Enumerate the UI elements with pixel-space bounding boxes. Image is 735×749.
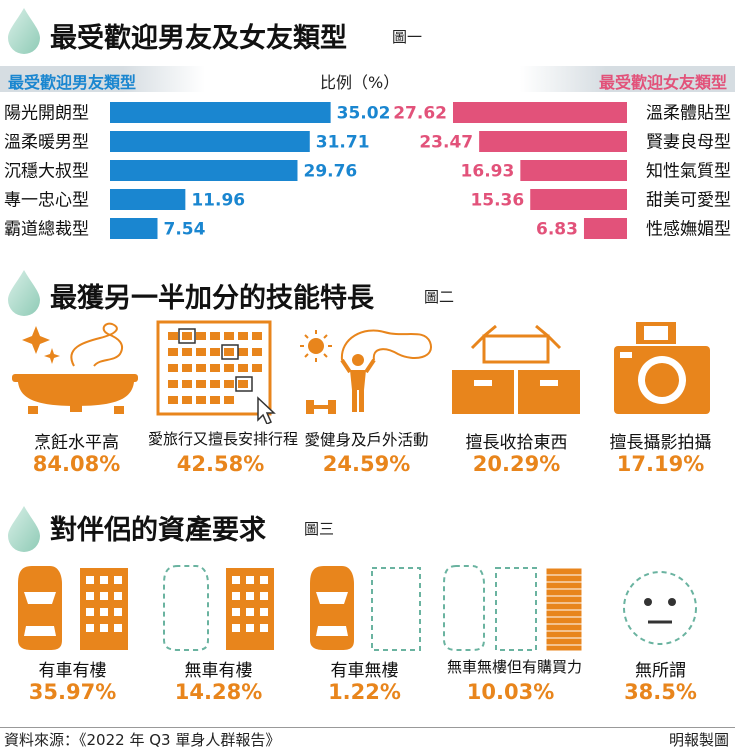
asset-item-purchasing-power: 無車無樓但有購買力 10.03% [438, 562, 583, 722]
chart2-title: 最獲另一半加分的技能特長 [50, 283, 374, 314]
asset-label: 無所謂 [635, 661, 686, 681]
legend-female: 最受歡迎女友類型 [520, 66, 735, 92]
asset-label: 有車無樓 [330, 661, 399, 681]
male-value-label: 11.96 [191, 191, 245, 211]
indifferent-face-icon [623, 571, 697, 645]
section-2-header: 最獲另一半加分的技能特長 圖二 [0, 262, 735, 318]
asset-value: 35.97% [28, 680, 117, 704]
female-category-label: 知性氣質型 [646, 162, 731, 182]
section-3-header: 對伴侶的資產要求 圖三 [0, 498, 735, 554]
skill-item-storage: 擅長收拾東西 20.29% [444, 318, 589, 483]
storage-boxes-icon [452, 324, 580, 414]
teardrop-icon [8, 270, 40, 316]
male-category-label: 沉穩大叔型 [4, 162, 89, 182]
skill-value: 20.29% [472, 452, 561, 476]
male-value-label: 29.76 [303, 162, 357, 182]
male-bar [110, 102, 331, 123]
skill-label: 烹飪水平高 [34, 433, 119, 453]
chart1-title: 最受歡迎男友及女友類型 [50, 23, 347, 54]
asset-item-home-only: 無車有樓 14.28% [146, 562, 291, 722]
fitness-outdoor-icon [300, 329, 432, 414]
ratio-axis-label: 比例（%） [320, 73, 400, 92]
male-category-label: 溫柔暖男型 [4, 133, 89, 153]
graphic-credit: 明報製圖 [668, 731, 729, 749]
asset-label: 有車有樓 [38, 661, 107, 681]
female-bar [583, 218, 627, 239]
female-value-label: 6.83 [536, 220, 578, 240]
female-category-label: 賢妻良母型 [646, 133, 731, 153]
chart2-figure-tag: 圖二 [424, 288, 455, 306]
skill-label: 擅長收拾東西 [465, 433, 568, 453]
skill-value: 42.58% [176, 452, 265, 476]
skill-value: 84.08% [32, 452, 121, 476]
female-category-label: 甜美可愛型 [646, 191, 731, 211]
chart3-title: 對伴侶的資產要求 [50, 515, 266, 546]
skill-item-cooking: 烹飪水平高 84.08% [4, 318, 149, 483]
female-category-label: 溫柔體貼型 [646, 104, 731, 124]
skill-item-fitness: 愛健身及戶外活動 24.59% [294, 318, 439, 483]
skill-label: 擅長攝影拍攝 [609, 433, 712, 453]
source-note: 資料來源：《2022 年 Q3 單身人群報告》 [4, 731, 281, 749]
female-value-label: 16.93 [461, 162, 515, 182]
female-value-label: 27.62 [393, 104, 447, 124]
asset-label: 無車有樓 [184, 661, 253, 681]
car-no-building-icon [310, 566, 421, 651]
calendar-schedule-icon [156, 320, 276, 424]
male-bar [110, 131, 310, 152]
asset-value: 14.28% [174, 680, 263, 704]
coins-stack-icon [443, 565, 583, 652]
legend-male: 最受歡迎男友類型 [0, 66, 205, 92]
skill-value: 17.19% [616, 452, 705, 476]
skill-item-travel: 愛旅行又擅長安排行程 42.58% [148, 318, 299, 483]
asset-value: 10.03% [466, 680, 555, 704]
female-bar [452, 102, 627, 123]
male-bar [110, 189, 186, 210]
skill-label: 愛健身及戶外活動 [304, 431, 429, 449]
asset-item-car-and-home: 有車有樓 35.97% [0, 562, 145, 722]
male-bar [110, 218, 158, 239]
footer-divider [0, 727, 735, 728]
partner-type-bar-chart: 陽光開朗型 35.02 溫柔暖男型 31.71 沉穩大叔型 29.76 專一忠心型 11.96… [4, 102, 731, 240]
skill-value: 24.59% [322, 452, 411, 476]
male-category-label: 霸道總裁型 [4, 220, 89, 240]
skill-item-photography: 擅長攝影拍攝 17.19% [588, 318, 733, 483]
male-value-label: 35.02 [337, 104, 391, 124]
male-value-label: 31.71 [316, 133, 370, 153]
female-category-label: 性感嫵媚型 [646, 220, 731, 240]
asset-value: 1.22% [328, 680, 401, 704]
female-bar [530, 189, 627, 210]
teardrop-icon [8, 8, 40, 54]
asset-item-indifferent: 無所謂 38.5% [588, 562, 733, 722]
teardrop-icon [8, 506, 40, 552]
female-value-label: 23.47 [419, 133, 473, 153]
no-car-building-icon [163, 565, 274, 651]
male-category-label: 陽光開朗型 [4, 104, 89, 124]
cooking-pot-icon [12, 322, 138, 414]
male-bar [110, 160, 298, 181]
chart3-figure-tag: 圖三 [304, 520, 335, 538]
skill-label: 愛旅行又擅長安排行程 [148, 430, 299, 448]
car-building-icon [18, 566, 128, 650]
asset-item-car-only: 有車無樓 1.22% [292, 562, 437, 722]
male-category-label: 專一忠心型 [4, 191, 89, 211]
chart1-figure-tag: 圖一 [392, 28, 423, 46]
female-bar [479, 131, 627, 152]
female-value-label: 15.36 [470, 191, 524, 211]
male-value-label: 7.54 [164, 220, 206, 240]
female-bar [520, 160, 627, 181]
asset-label: 無車無樓但有購買力 [446, 658, 582, 676]
asset-value: 38.5% [624, 680, 697, 704]
section-1-header: 最受歡迎男友及女友類型 圖一 [0, 0, 735, 56]
camera-icon [614, 322, 710, 414]
